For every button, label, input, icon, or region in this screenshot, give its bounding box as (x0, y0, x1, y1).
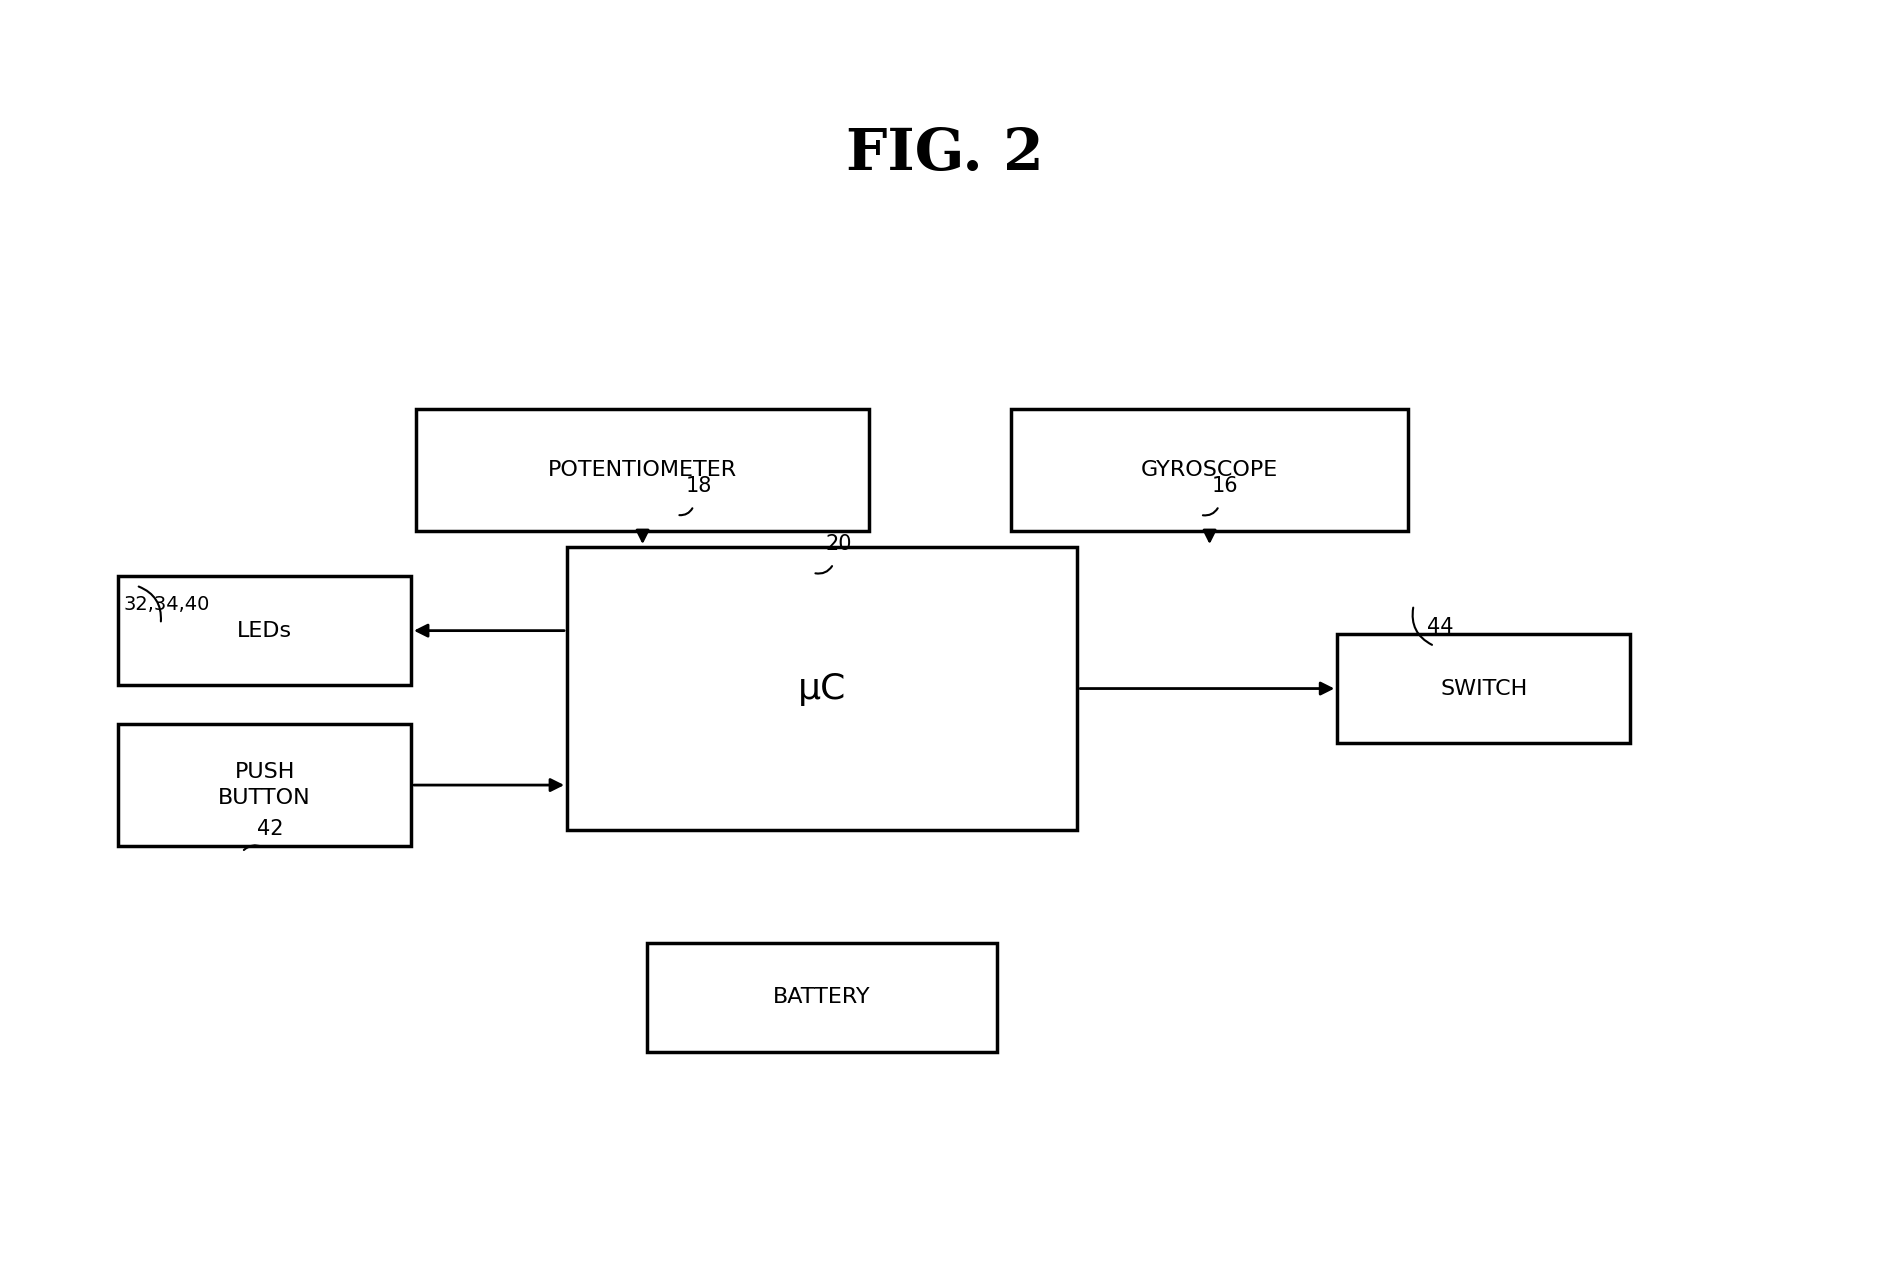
Text: 20: 20 (825, 534, 852, 555)
Bar (1011, 409, 1407, 530)
Text: 18: 18 (686, 476, 712, 497)
Text: LEDs: LEDs (236, 620, 293, 641)
Bar (119, 577, 412, 685)
Text: FIG. 2: FIG. 2 (846, 126, 1043, 183)
Text: BATTERY: BATTERY (773, 987, 871, 1008)
Text: 16: 16 (1211, 476, 1237, 497)
Text: 42: 42 (257, 819, 283, 839)
Text: 32,34,40: 32,34,40 (123, 596, 210, 614)
Text: POTENTIOMETER: POTENTIOMETER (548, 459, 737, 480)
Text: PUSH
BUTTON: PUSH BUTTON (217, 762, 312, 808)
Bar (119, 723, 412, 847)
Bar (646, 942, 997, 1053)
Text: 44: 44 (1426, 616, 1453, 637)
Bar (416, 409, 869, 530)
Bar (567, 547, 1077, 830)
Text: μC: μC (797, 672, 846, 705)
Text: GYROSCOPE: GYROSCOPE (1141, 459, 1277, 480)
Text: SWITCH: SWITCH (1439, 678, 1526, 699)
Bar (1337, 633, 1628, 743)
